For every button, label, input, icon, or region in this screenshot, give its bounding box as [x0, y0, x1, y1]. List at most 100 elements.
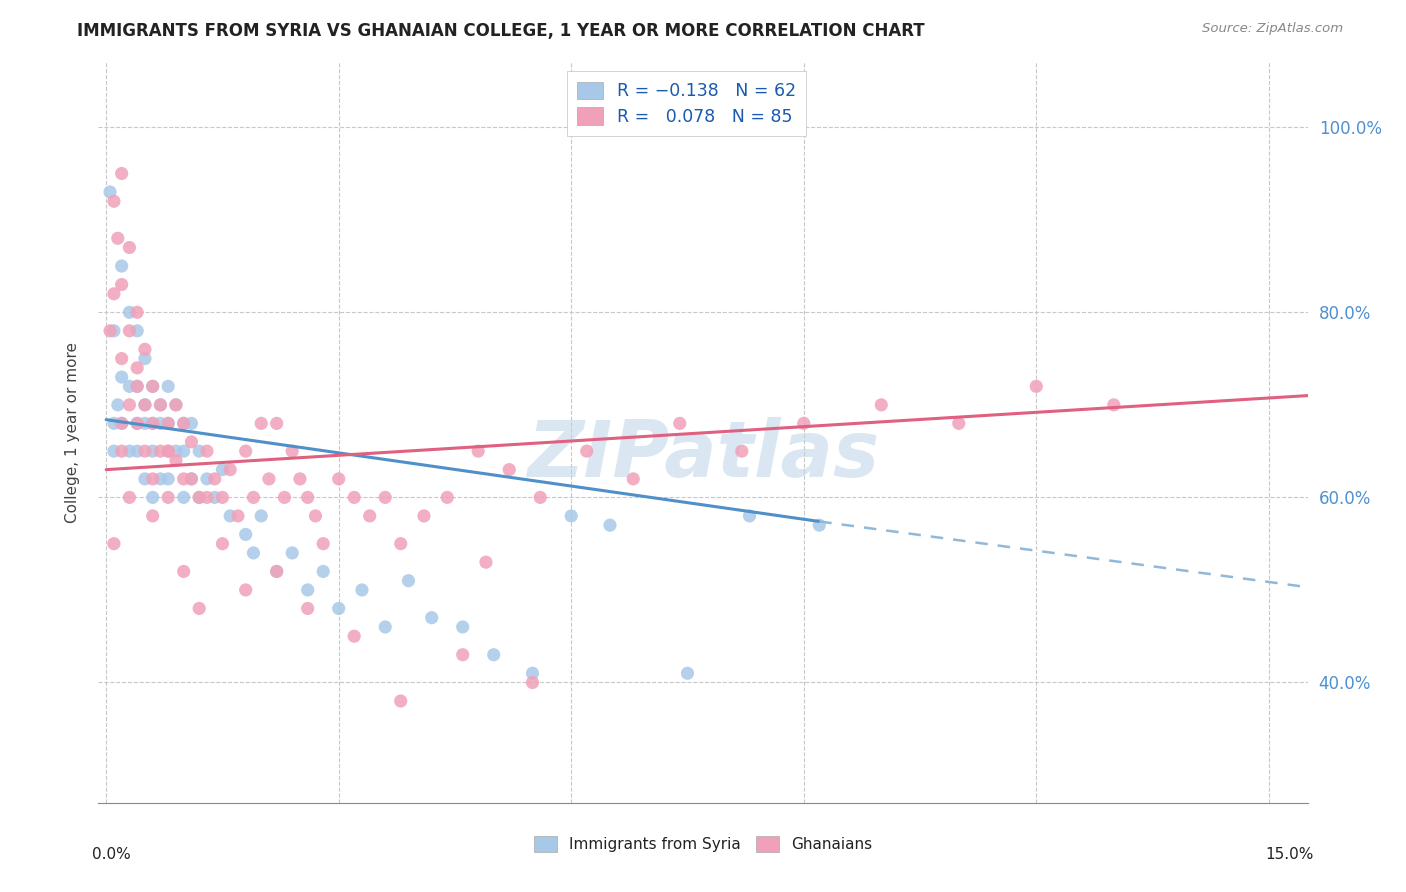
Point	[195, 472, 218, 486]
Point	[118, 379, 141, 393]
Point	[111, 417, 134, 431]
Point	[297, 582, 319, 597]
Point	[389, 694, 412, 708]
Point	[118, 398, 141, 412]
Point	[297, 601, 319, 615]
Point	[134, 398, 156, 412]
Point	[134, 444, 156, 458]
Point	[118, 240, 141, 255]
Point	[288, 472, 311, 486]
Point	[219, 508, 242, 523]
Legend: Immigrants from Syria, Ghanaians: Immigrants from Syria, Ghanaians	[527, 830, 879, 858]
Point	[731, 444, 754, 458]
Point	[127, 379, 149, 393]
Point	[195, 491, 218, 505]
Y-axis label: College, 1 year or more: College, 1 year or more	[65, 343, 80, 523]
Point	[134, 351, 156, 366]
Point	[103, 444, 125, 458]
Point	[142, 491, 165, 505]
Point	[266, 565, 288, 579]
Point	[575, 444, 598, 458]
Point	[107, 398, 129, 412]
Point	[157, 491, 180, 505]
Text: 0.0%: 0.0%	[93, 847, 131, 863]
Point	[475, 555, 498, 569]
Point	[142, 472, 165, 486]
Point	[149, 444, 172, 458]
Point	[266, 565, 288, 579]
Point	[127, 444, 149, 458]
Point	[668, 417, 690, 431]
Point	[173, 491, 195, 505]
Point	[157, 472, 180, 486]
Point	[297, 491, 319, 505]
Point	[188, 444, 211, 458]
Point	[118, 324, 141, 338]
Point	[242, 546, 264, 560]
Point	[180, 472, 202, 486]
Point	[157, 444, 180, 458]
Point	[134, 343, 156, 357]
Point	[180, 434, 202, 449]
Point	[149, 398, 172, 412]
Point	[173, 417, 195, 431]
Point	[522, 666, 544, 681]
Point	[420, 611, 443, 625]
Point	[173, 472, 195, 486]
Point	[118, 305, 141, 319]
Text: ZIPatlas: ZIPatlas	[527, 417, 879, 493]
Point	[328, 472, 350, 486]
Point	[157, 379, 180, 393]
Point	[111, 351, 134, 366]
Point	[522, 675, 544, 690]
Point	[142, 508, 165, 523]
Point	[235, 582, 257, 597]
Point	[188, 601, 211, 615]
Point	[621, 472, 644, 486]
Point	[1025, 379, 1047, 393]
Point	[948, 417, 970, 431]
Point	[157, 417, 180, 431]
Point	[436, 491, 458, 505]
Text: IMMIGRANTS FROM SYRIA VS GHANAIAN COLLEGE, 1 YEAR OR MORE CORRELATION CHART: IMMIGRANTS FROM SYRIA VS GHANAIAN COLLEG…	[77, 22, 925, 40]
Point	[103, 417, 125, 431]
Point	[127, 417, 149, 431]
Point	[560, 508, 582, 523]
Point	[134, 417, 156, 431]
Point	[165, 398, 187, 412]
Point	[219, 462, 242, 476]
Point	[165, 444, 187, 458]
Point	[118, 444, 141, 458]
Point	[451, 648, 474, 662]
Point	[188, 491, 211, 505]
Point	[127, 379, 149, 393]
Point	[142, 417, 165, 431]
Point	[235, 527, 257, 541]
Point	[111, 370, 134, 384]
Point	[676, 666, 699, 681]
Point	[250, 508, 273, 523]
Point	[142, 444, 165, 458]
Point	[266, 417, 288, 431]
Point	[529, 491, 551, 505]
Point	[149, 417, 172, 431]
Point	[328, 601, 350, 615]
Point	[211, 491, 233, 505]
Point	[211, 462, 233, 476]
Point	[242, 491, 264, 505]
Point	[103, 286, 125, 301]
Point	[149, 398, 172, 412]
Point	[312, 565, 335, 579]
Point	[173, 444, 195, 458]
Point	[142, 379, 165, 393]
Point	[149, 472, 172, 486]
Point	[343, 629, 366, 643]
Point	[451, 620, 474, 634]
Point	[165, 398, 187, 412]
Point	[793, 417, 815, 431]
Point	[111, 166, 134, 180]
Point	[180, 472, 202, 486]
Point	[413, 508, 436, 523]
Point	[103, 536, 125, 550]
Point	[398, 574, 420, 588]
